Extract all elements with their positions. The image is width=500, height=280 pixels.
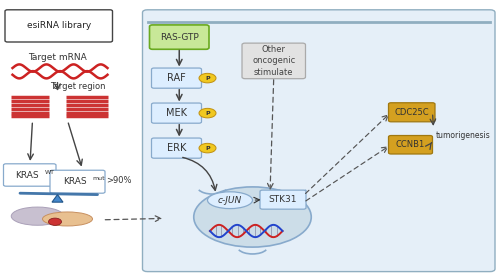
FancyBboxPatch shape (152, 138, 202, 158)
FancyBboxPatch shape (242, 43, 306, 79)
Ellipse shape (194, 187, 311, 247)
FancyBboxPatch shape (152, 103, 202, 123)
FancyBboxPatch shape (150, 25, 209, 49)
Ellipse shape (208, 192, 252, 209)
Circle shape (199, 73, 216, 83)
Text: P: P (205, 111, 210, 116)
Text: MEK: MEK (166, 108, 187, 118)
Circle shape (199, 108, 216, 118)
Text: esiRNA library: esiRNA library (26, 21, 91, 31)
Ellipse shape (11, 207, 64, 225)
Text: CDC25C: CDC25C (394, 108, 429, 117)
Text: KRAS: KRAS (63, 177, 87, 186)
FancyBboxPatch shape (152, 68, 202, 88)
Text: RAF: RAF (167, 73, 186, 83)
FancyBboxPatch shape (260, 190, 306, 209)
Text: mut: mut (92, 176, 105, 181)
Text: P: P (205, 76, 210, 81)
FancyBboxPatch shape (142, 10, 495, 272)
Text: >90%: >90% (106, 176, 132, 185)
Text: KRAS: KRAS (15, 171, 39, 179)
Text: Other
oncogenic
stimulate: Other oncogenic stimulate (252, 45, 296, 77)
Text: RAS-GTP: RAS-GTP (160, 32, 198, 42)
Ellipse shape (42, 212, 92, 226)
Text: WT: WT (44, 170, 54, 175)
FancyBboxPatch shape (4, 164, 56, 186)
Text: STK31: STK31 (269, 195, 298, 204)
Circle shape (48, 218, 62, 225)
Text: CCNB1: CCNB1 (396, 140, 425, 149)
FancyBboxPatch shape (5, 10, 112, 42)
FancyBboxPatch shape (388, 103, 435, 122)
Text: Target region: Target region (50, 82, 105, 91)
Polygon shape (52, 195, 63, 202)
Circle shape (199, 143, 216, 153)
Text: Target mRNA: Target mRNA (28, 53, 87, 62)
FancyBboxPatch shape (50, 170, 105, 193)
Text: tumorigenesis: tumorigenesis (436, 131, 491, 140)
Text: ERK: ERK (167, 143, 186, 153)
FancyBboxPatch shape (388, 136, 432, 154)
Text: c-JUN: c-JUN (218, 196, 242, 205)
Text: P: P (205, 146, 210, 151)
